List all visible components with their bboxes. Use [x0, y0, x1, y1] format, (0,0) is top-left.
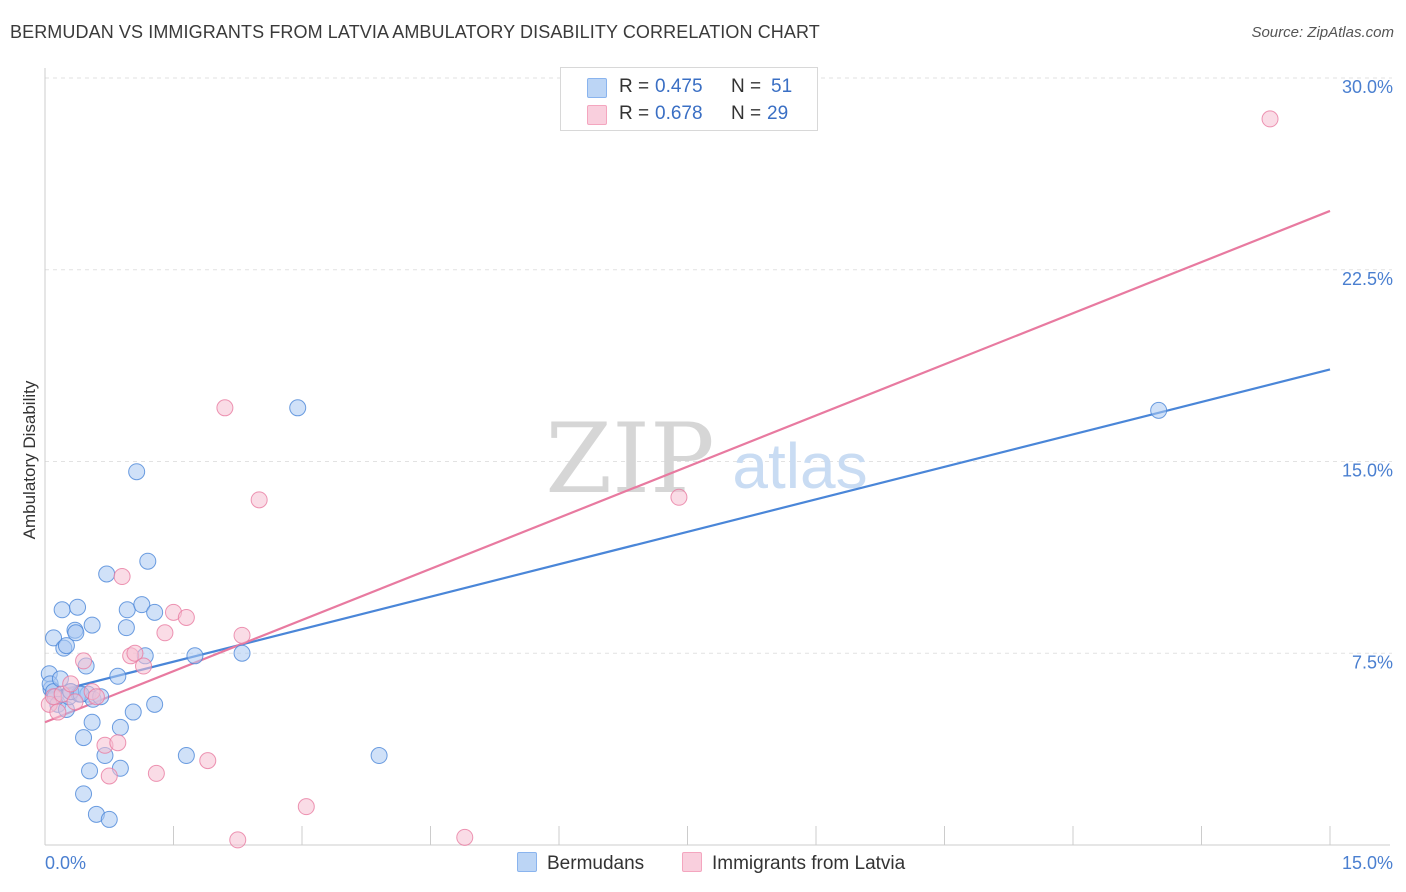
latvia-point: [113, 568, 131, 586]
watermark-zip: ZIP: [545, 403, 714, 515]
latvia-point: [49, 703, 67, 721]
latvia-point: [66, 693, 84, 711]
bermudans-point: [128, 463, 146, 481]
latvia-point: [109, 734, 127, 752]
bermudans-point: [69, 598, 87, 616]
correlation-legend: R = 0.475 N = 51 R = 0.678 N = 29: [560, 67, 818, 131]
bermudans-point: [81, 762, 99, 780]
latvia-point: [156, 624, 174, 642]
legend-swatch-pink: [682, 852, 702, 872]
latvia-point: [456, 828, 474, 846]
bermudans-point: [146, 695, 164, 713]
latvia-point: [250, 491, 268, 509]
axes: [44, 68, 1390, 846]
legend-r-label: R =: [619, 76, 650, 97]
bermudans-point: [117, 619, 135, 637]
bermudans-trendline: [44, 368, 1331, 696]
chart-title: BERMUDAN VS IMMIGRANTS FROM LATVIA AMBUL…: [10, 22, 820, 42]
bermudans-point: [45, 629, 63, 647]
watermark-atlas: atlas: [732, 430, 867, 502]
legend-r-value: 0.475: [655, 76, 703, 97]
legend-label-latvia: Immigrants from Latvia: [712, 853, 906, 874]
bermudans-point: [133, 596, 151, 614]
latvia-point: [297, 798, 315, 816]
latvia-point: [126, 644, 144, 662]
bermudans-point: [83, 713, 101, 731]
bermudans-point: [370, 747, 388, 765]
bermudans-point: [1150, 401, 1168, 419]
bermudans-point: [57, 637, 75, 655]
latvia-point: [229, 831, 247, 849]
legend-swatch-blue: [517, 852, 537, 872]
x-tick-label: 0.0%: [45, 853, 86, 873]
bermudans-point: [75, 729, 93, 747]
bermudans-point: [233, 644, 251, 662]
bermudans-point: [139, 552, 157, 570]
data-points: [40, 110, 1279, 849]
latvia-point: [62, 675, 80, 693]
legend-swatch-pink: [587, 105, 607, 125]
latvia-point: [199, 752, 217, 770]
tick-labels: 7.5% 15.0% 22.5% 30.0% 0.0% 15.0%: [45, 77, 1393, 873]
latvia-point: [75, 652, 93, 670]
bermudans-point: [146, 603, 164, 621]
bermudans-point: [83, 616, 101, 634]
legend-label-bermudans: Bermudans: [547, 853, 645, 874]
bermudans-point: [100, 810, 118, 828]
bermudans-point: [67, 624, 85, 642]
y-tick-label: 22.5%: [1342, 269, 1393, 289]
legend-n-label: N =: [731, 76, 762, 97]
latvia-point: [233, 626, 251, 644]
legend-r-value: 0.678: [655, 103, 703, 124]
bermudans-point: [177, 747, 195, 765]
trendlines: [44, 209, 1331, 724]
x-tick-label: 15.0%: [1342, 853, 1393, 873]
bermudans-point: [118, 601, 136, 619]
latvia-trendline: [44, 209, 1331, 724]
latvia-point: [216, 399, 234, 417]
bottom-legend-latvia: Immigrants from Latvia: [682, 852, 905, 875]
latvia-point: [147, 764, 165, 782]
latvia-point: [135, 657, 153, 675]
bermudans-point: [98, 565, 116, 583]
legend-n-value: 51: [771, 76, 793, 97]
legend-swatch-blue: [587, 78, 607, 98]
y-axis-label: Ambulatory Disability: [20, 380, 39, 540]
y-tick-label: 15.0%: [1342, 461, 1393, 481]
bermudans-point: [109, 667, 127, 685]
bermudans-point: [289, 399, 307, 417]
latvia-point: [1261, 110, 1279, 128]
legend-n-label: N =: [731, 103, 762, 124]
bermudans-point: [75, 785, 93, 803]
latvia-point: [100, 767, 118, 785]
y-tick-label: 7.5%: [1352, 652, 1393, 672]
bermudans-point: [124, 703, 142, 721]
latvia-point: [177, 608, 195, 626]
latvia-point: [87, 688, 105, 706]
legend-r-label: R =: [619, 103, 650, 124]
source-label: Source: ZipAtlas.com: [1251, 24, 1394, 41]
bermudans-point: [53, 601, 71, 619]
gridlines: [45, 77, 1392, 654]
y-tick-label: 30.0%: [1342, 77, 1393, 97]
latvia-point: [670, 488, 688, 506]
legend-n-value: 29: [767, 103, 789, 124]
bermudans-point: [111, 718, 129, 736]
bermudans-point: [186, 647, 204, 665]
bottom-legend-bermudans: Bermudans: [517, 852, 644, 875]
